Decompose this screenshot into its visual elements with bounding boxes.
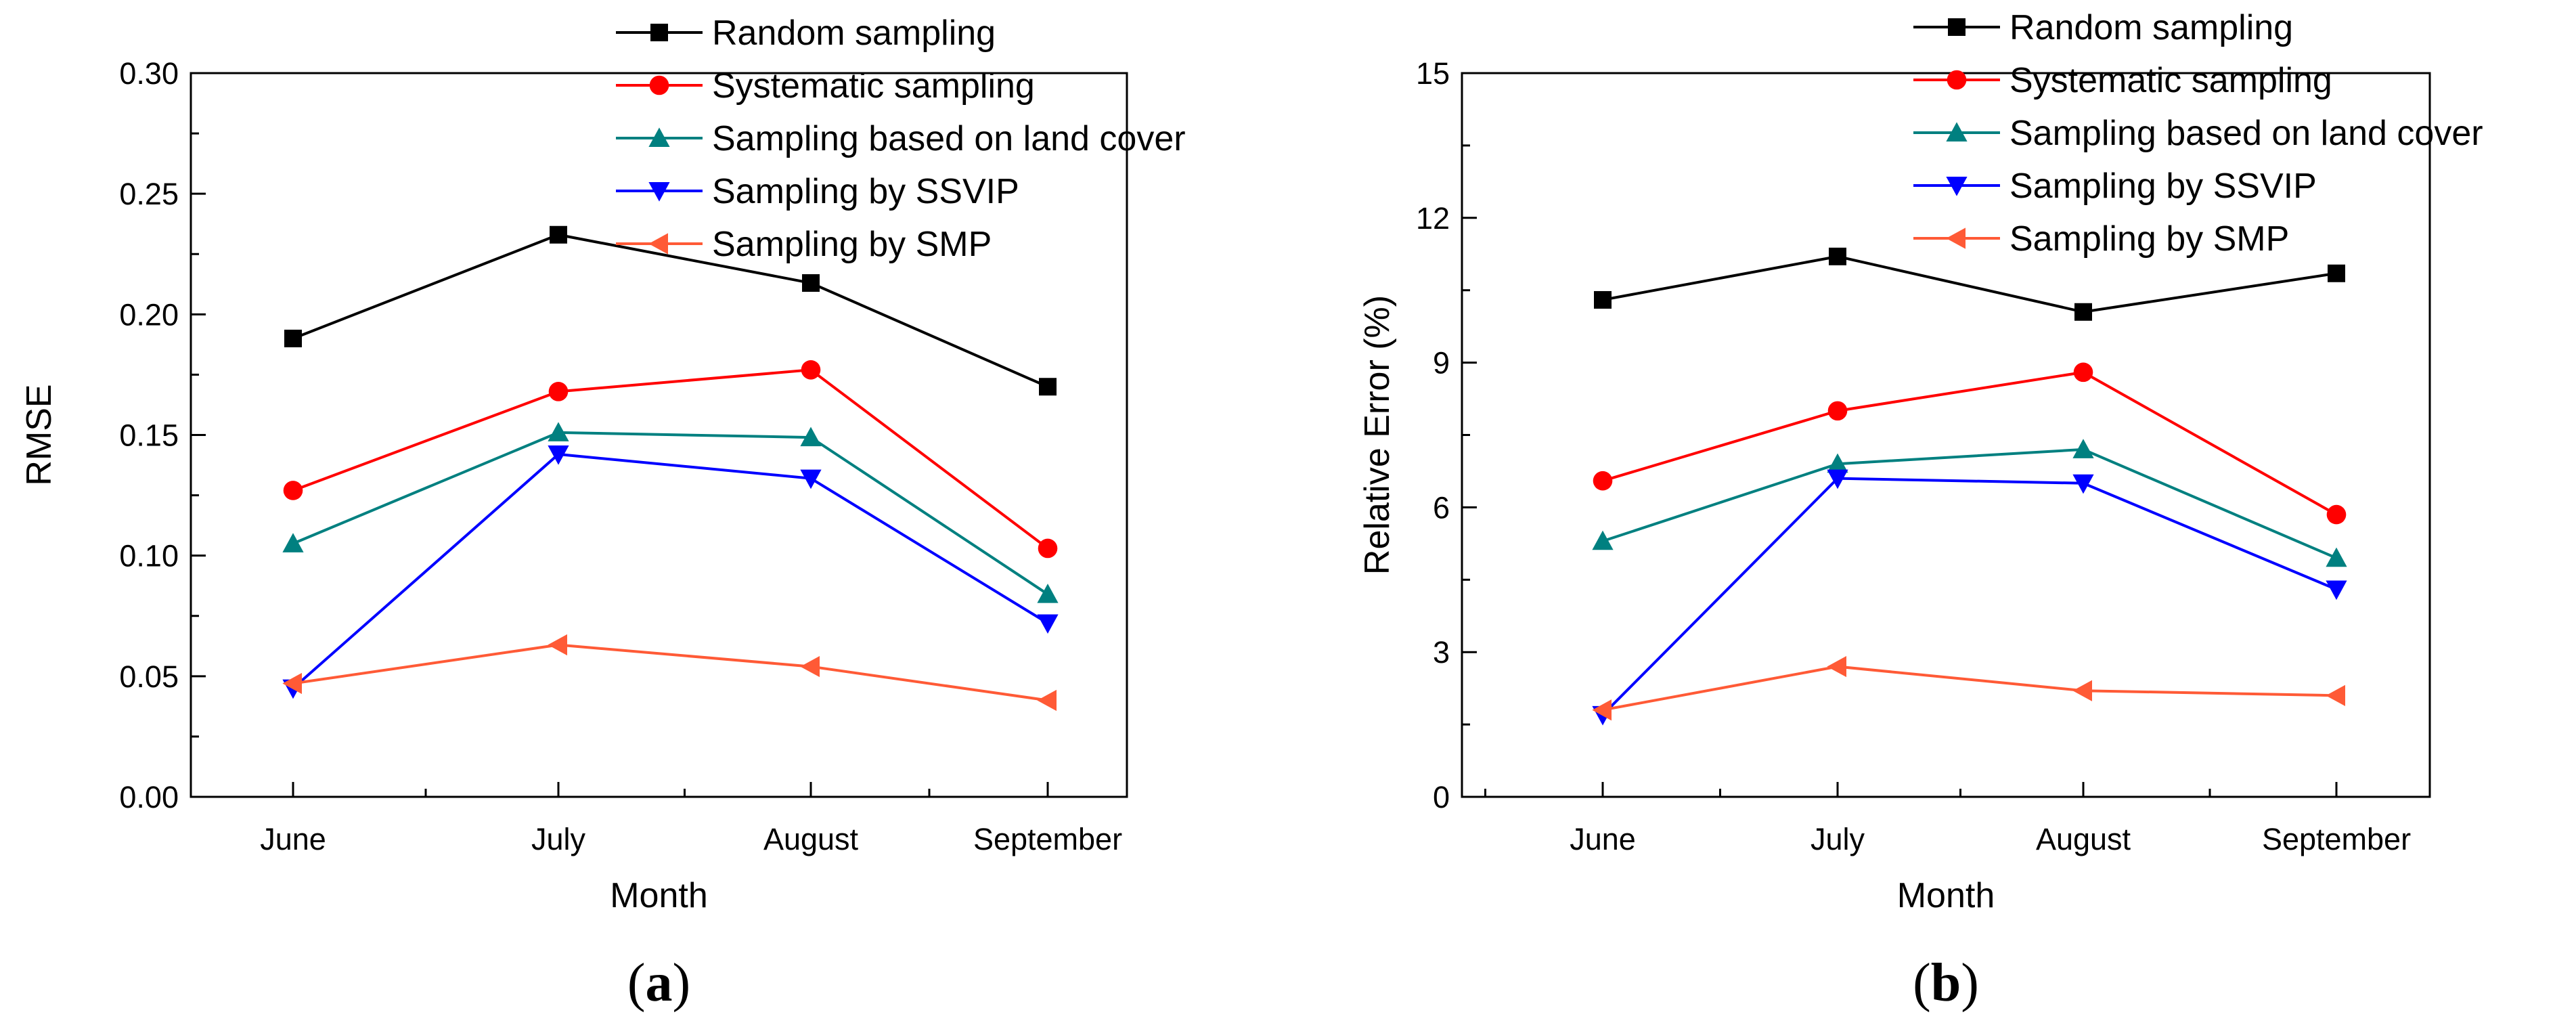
series-line-0 [1602,255,2337,313]
data-point-0-3 [2328,264,2345,282]
legend-marker [1947,70,1967,90]
data-point-1-1 [548,382,569,401]
data-point-1-0 [1593,471,1613,491]
series-line-2 [292,431,1049,596]
data-point-1-2 [2073,362,2093,383]
data-point-4-3 [2326,684,2345,706]
x-tick-label: July [531,822,586,856]
series-line-3 [1601,477,2337,716]
y-tick-label: 0.15 [119,418,179,453]
data-point-3-2 [800,469,822,489]
legend-marker [648,233,668,255]
data-point-3-2 [2072,474,2094,494]
data-point-0-0 [284,329,302,347]
x-tick-label: June [1570,822,1636,856]
data-point-0-2 [802,274,820,292]
y-axis-label: RMSE [20,384,59,485]
legend-label: Sampling based on land cover [712,119,1186,158]
series-line-2 [1602,448,2337,560]
chart-panel-b: 0 3 6 9 12 15 June July August September Month Rela… [1358,8,2483,1013]
data-point-1-0 [283,481,303,500]
data-point-4-1 [1827,655,1846,678]
series-line-0 [292,233,1048,389]
y-tick-label: 0.30 [119,56,179,91]
y-tick-label: 12 [1416,201,1450,236]
data-point-2-0 [1592,530,1614,550]
y-tick-label: 15 [1416,56,1450,91]
data-point-0-2 [2074,303,2092,321]
data-point-2-2 [2072,439,2094,458]
x-tick-label: June [260,822,326,856]
data-point-0-1 [1829,247,1846,265]
x-tick-label: August [763,822,859,856]
legend-label: Sampling by SMP [712,225,992,264]
data-point-2-3 [1037,584,1059,603]
legend-marker [1946,122,1968,141]
x-tick-label: August [2036,822,2131,856]
legend-label: Sampling by SSVIP [2009,167,2317,206]
legend-label: Sampling by SSVIP [712,172,1019,211]
y-tick-label: 9 [1433,346,1450,380]
data-point-3-3 [2326,580,2347,601]
x-tick-label: September [2262,822,2411,856]
panel-label: (a) [627,953,690,1013]
data-point-3-1 [1827,469,1848,489]
y-tick-label: 3 [1433,635,1450,670]
y-tick-label: 0.05 [119,659,179,694]
x-axis-label: Month [610,876,708,915]
data-point-2-3 [2326,547,2347,567]
data-point-1-1 [1827,401,1848,421]
data-point-3-1 [548,445,569,465]
data-point-2-1 [548,422,569,441]
series-line-4 [292,643,1048,702]
data-point-4-3 [1037,689,1057,712]
legend-marker [1946,227,1966,249]
data-point-4-2 [800,655,820,678]
x-axis-label: Month [1897,876,1995,915]
data-point-1-3 [2326,504,2347,525]
legend-label: Systematic sampling [712,66,1035,106]
legend-label: Sampling by SMP [2009,219,2289,259]
legend-marker [648,182,670,202]
y-tick-label: 0.20 [119,297,179,332]
legend-marker [1948,18,1966,36]
y-axis-label: Relative Error (%) [1358,295,1397,575]
y-tick-label: 6 [1433,490,1450,525]
y-tick-label: 0.25 [119,177,179,211]
legend-label: Random sampling [712,14,996,53]
legend-label: Random sampling [2009,8,2293,47]
data-point-0-3 [1039,378,1057,396]
series-line-1 [1602,370,2337,516]
y-tick-label: 0.10 [119,539,179,573]
legend-marker [650,24,668,41]
y-tick-label: 0 [1433,780,1450,814]
x-tick-label: July [1811,822,1865,856]
data-point-2-0 [282,533,304,552]
data-point-3-3 [1037,614,1059,634]
x-tick-label: September [973,822,1122,856]
series-line-1 [292,368,1049,550]
chart-panel-a: 0.00 0.05 0.10 0.15 0.20 0.25 0.30 June July Augu… [20,14,1186,1013]
legend-marker [649,75,669,95]
legend-marker [1946,177,1968,196]
legend-label: Systematic sampling [2009,61,2332,100]
data-point-4-2 [2072,680,2092,701]
data-point-4-0 [282,672,302,695]
data-point-2-2 [800,427,822,447]
data-point-4-0 [1592,699,1612,721]
series-line-3 [292,452,1049,690]
panel-label: (b) [1913,953,1979,1013]
legend-marker [648,127,670,147]
data-point-1-3 [1038,538,1058,559]
y-tick-label: 0.00 [119,780,179,814]
legend-label: Sampling based on land cover [2009,114,2483,153]
series-line-4 [1602,665,2337,712]
data-point-0-0 [1594,290,1612,309]
data-point-1-2 [801,359,821,380]
data-point-0-1 [550,225,567,244]
data-point-4-1 [548,634,567,656]
data-point-2-1 [1827,453,1848,473]
